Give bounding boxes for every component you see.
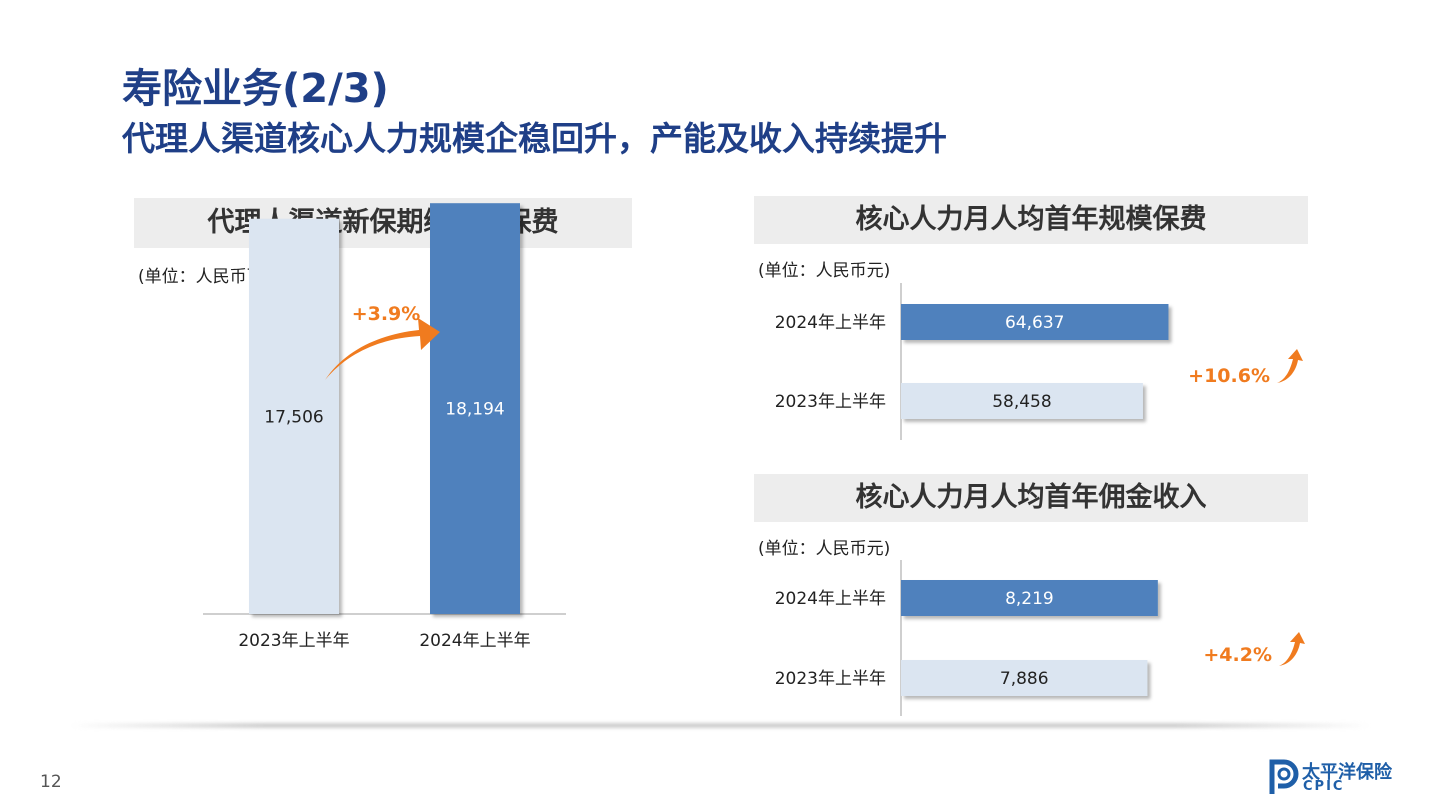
hbar-value-label-1-1: 58,458 [992, 392, 1051, 412]
growth-label-1: +10.6% [1188, 365, 1270, 387]
growth-arrow-icon [325, 318, 440, 380]
cpic-logo-icon [1269, 759, 1299, 794]
hbar-1-1 [901, 383, 1143, 419]
unit-label-commission-per-capita: (单位：人民币元) [758, 539, 891, 559]
hbar-value-label-2-1: 7,886 [1000, 669, 1049, 689]
y-tick-label-2-0: 2024年上半年 [775, 589, 886, 609]
footer-divider [70, 723, 1370, 728]
page-subtitle: 代理人渠道核心人力规模企稳回升，产能及收入持续提升 [122, 119, 947, 158]
x-tick-label-0: 2023年上半年 [238, 631, 349, 651]
growth-arrow-icon-1 [1277, 349, 1303, 383]
unit-label-premium-per-capita: (单位：人民币元) [758, 261, 891, 281]
logo-text-cn: 太平洋保险 [1302, 762, 1392, 783]
y-tick-label-1-1: 2023年上半年 [775, 392, 886, 412]
bar-1 [430, 203, 520, 614]
growth-arrow-icon-2 [1279, 632, 1305, 666]
page-title: 寿险业务(2/3) [122, 66, 389, 112]
hbar-value-label-1-0: 64,637 [1005, 313, 1064, 333]
y-tick-label-1-0: 2024年上半年 [775, 313, 886, 333]
page-number: 12 [40, 772, 62, 792]
hbar-value-label-2-0: 8,219 [1005, 589, 1054, 609]
panel-heading-premium-per-capita: 核心人力月人均首年规模保费 [754, 196, 1308, 244]
x-tick-label-1: 2024年上半年 [419, 631, 530, 651]
cpic-logo: 太平洋保险 CPIC [1266, 756, 1406, 796]
growth-label: +3.9% [352, 303, 421, 325]
logo-text-en: CPIC [1303, 779, 1345, 794]
bar-0 [249, 218, 339, 614]
growth-label-2: +4.2% [1203, 644, 1272, 666]
y-tick-label-2-1: 2023年上半年 [775, 669, 886, 689]
bar-value-label-0: 17,506 [264, 407, 323, 427]
panel-heading-commission-per-capita: 核心人力月人均首年佣金收入 [754, 474, 1308, 522]
hbar-2-0 [901, 580, 1158, 616]
hbar-2-1 [901, 660, 1148, 696]
bar-value-label-1: 18,194 [445, 400, 504, 420]
hbar-1-0 [901, 304, 1169, 340]
